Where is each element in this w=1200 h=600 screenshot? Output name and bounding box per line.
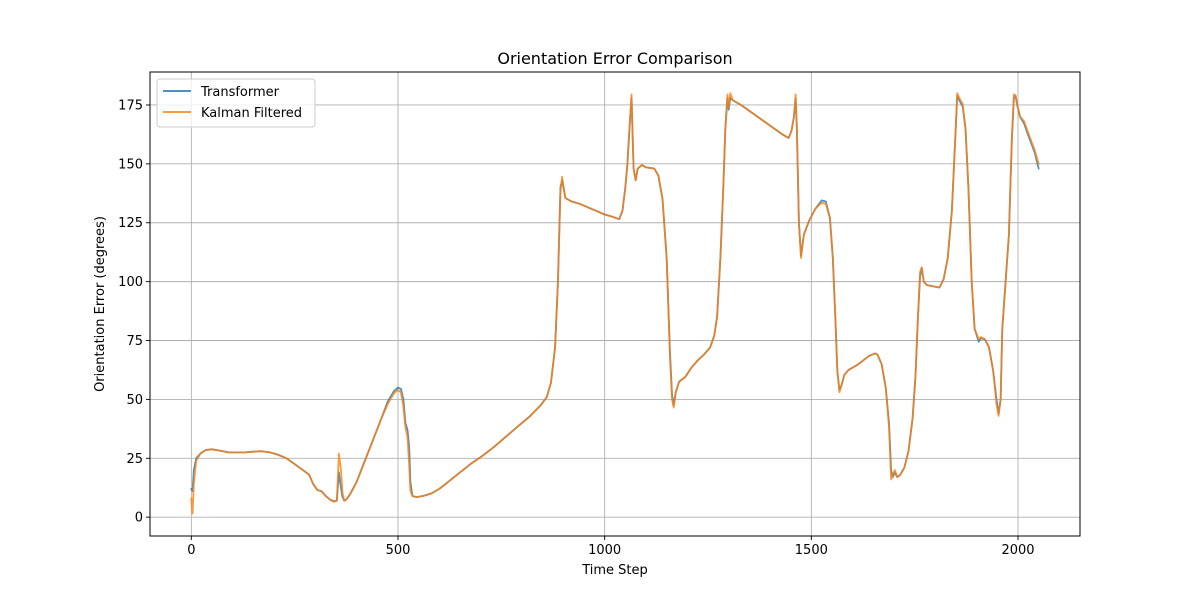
y-tick-label: 75 xyxy=(126,334,143,349)
grid xyxy=(150,72,1080,536)
series-line-kalman xyxy=(190,92,1040,515)
y-tick-label: 125 xyxy=(118,216,143,231)
y-tick-label: 25 xyxy=(126,452,143,467)
x-tick-label: 1500 xyxy=(795,543,828,558)
x-axis-label: Time Step xyxy=(581,563,648,578)
y-tick-label: 175 xyxy=(118,98,143,113)
y-axis-label: Orientation Error (degrees) xyxy=(93,216,108,392)
y-tick-label: 150 xyxy=(118,157,143,172)
chart-title: Orientation Error Comparison xyxy=(497,49,732,68)
y-tick-label: 100 xyxy=(118,275,143,290)
legend-label-transformer: Transformer xyxy=(200,85,280,100)
x-tick-label: 2000 xyxy=(1001,543,1034,558)
y-tick-label: 0 xyxy=(135,511,143,526)
legend-box xyxy=(156,78,316,128)
x-tick-label: 1000 xyxy=(588,543,621,558)
plot-area-frame xyxy=(149,71,1081,537)
y-axis: 0 25 50 75 100 125 150 175 xyxy=(118,98,150,526)
x-tick-label: 500 xyxy=(386,543,411,558)
y-tick-label: 50 xyxy=(126,393,143,408)
legend-label-kalman: Kalman Filtered xyxy=(201,106,302,121)
legend: Transformer Kalman Filtered xyxy=(156,78,316,128)
x-tick-label: 0 xyxy=(187,543,195,558)
series-lines xyxy=(190,92,1040,515)
x-axis: 0 500 1000 1500 2000 xyxy=(187,536,1035,558)
